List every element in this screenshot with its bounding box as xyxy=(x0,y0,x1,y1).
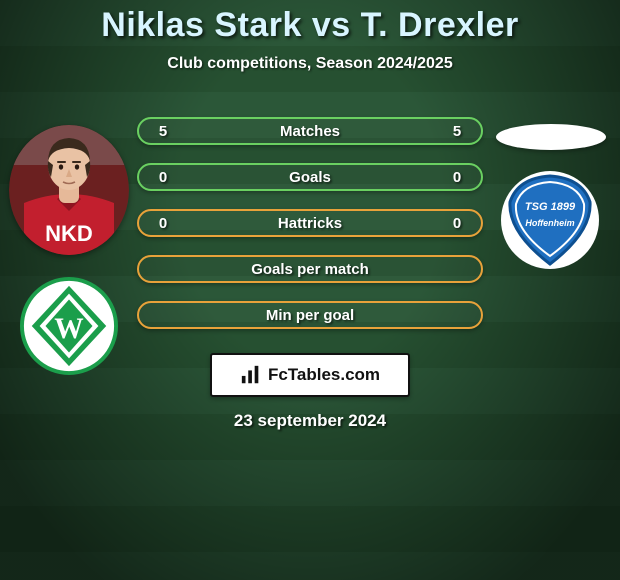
stat-label: Hattricks xyxy=(173,215,447,232)
brand-strong: Fc xyxy=(268,365,288,384)
brand-text: FcTables.com xyxy=(268,365,380,385)
stat-row-matches: 5 Matches 5 xyxy=(137,117,483,145)
brand-box: FcTables.com xyxy=(210,353,410,397)
stat-row-min-per-goal: Min per goal xyxy=(137,301,483,329)
subtitle: Club competitions, Season 2024/2025 xyxy=(0,55,620,73)
stat-left-value: 0 xyxy=(153,169,173,186)
stat-row-goals: 0 Goals 0 xyxy=(137,163,483,191)
stat-right-value: 0 xyxy=(447,169,467,186)
stat-left-value: 5 xyxy=(153,123,173,140)
stat-label: Goals xyxy=(173,169,447,186)
stat-label: Min per goal xyxy=(173,307,447,324)
content-area: Niklas Stark vs T. Drexler Club competit… xyxy=(0,0,620,580)
stat-row-hattricks: 0 Hattricks 0 xyxy=(137,209,483,237)
stat-right-value: 0 xyxy=(447,215,467,232)
brand-rest: Tables.com xyxy=(288,365,380,384)
stat-rows: 5 Matches 5 0 Goals 0 0 Hattricks 0 Goal… xyxy=(0,117,620,329)
date-text: 23 september 2024 xyxy=(0,411,620,431)
stat-label: Matches xyxy=(173,123,447,140)
bars-icon xyxy=(240,364,262,386)
stat-right-value: 5 xyxy=(447,123,467,140)
stat-label: Goals per match xyxy=(173,261,447,278)
page-title: Niklas Stark vs T. Drexler xyxy=(0,6,620,45)
stat-row-goals-per-match: Goals per match xyxy=(137,255,483,283)
stat-left-value: 0 xyxy=(153,215,173,232)
